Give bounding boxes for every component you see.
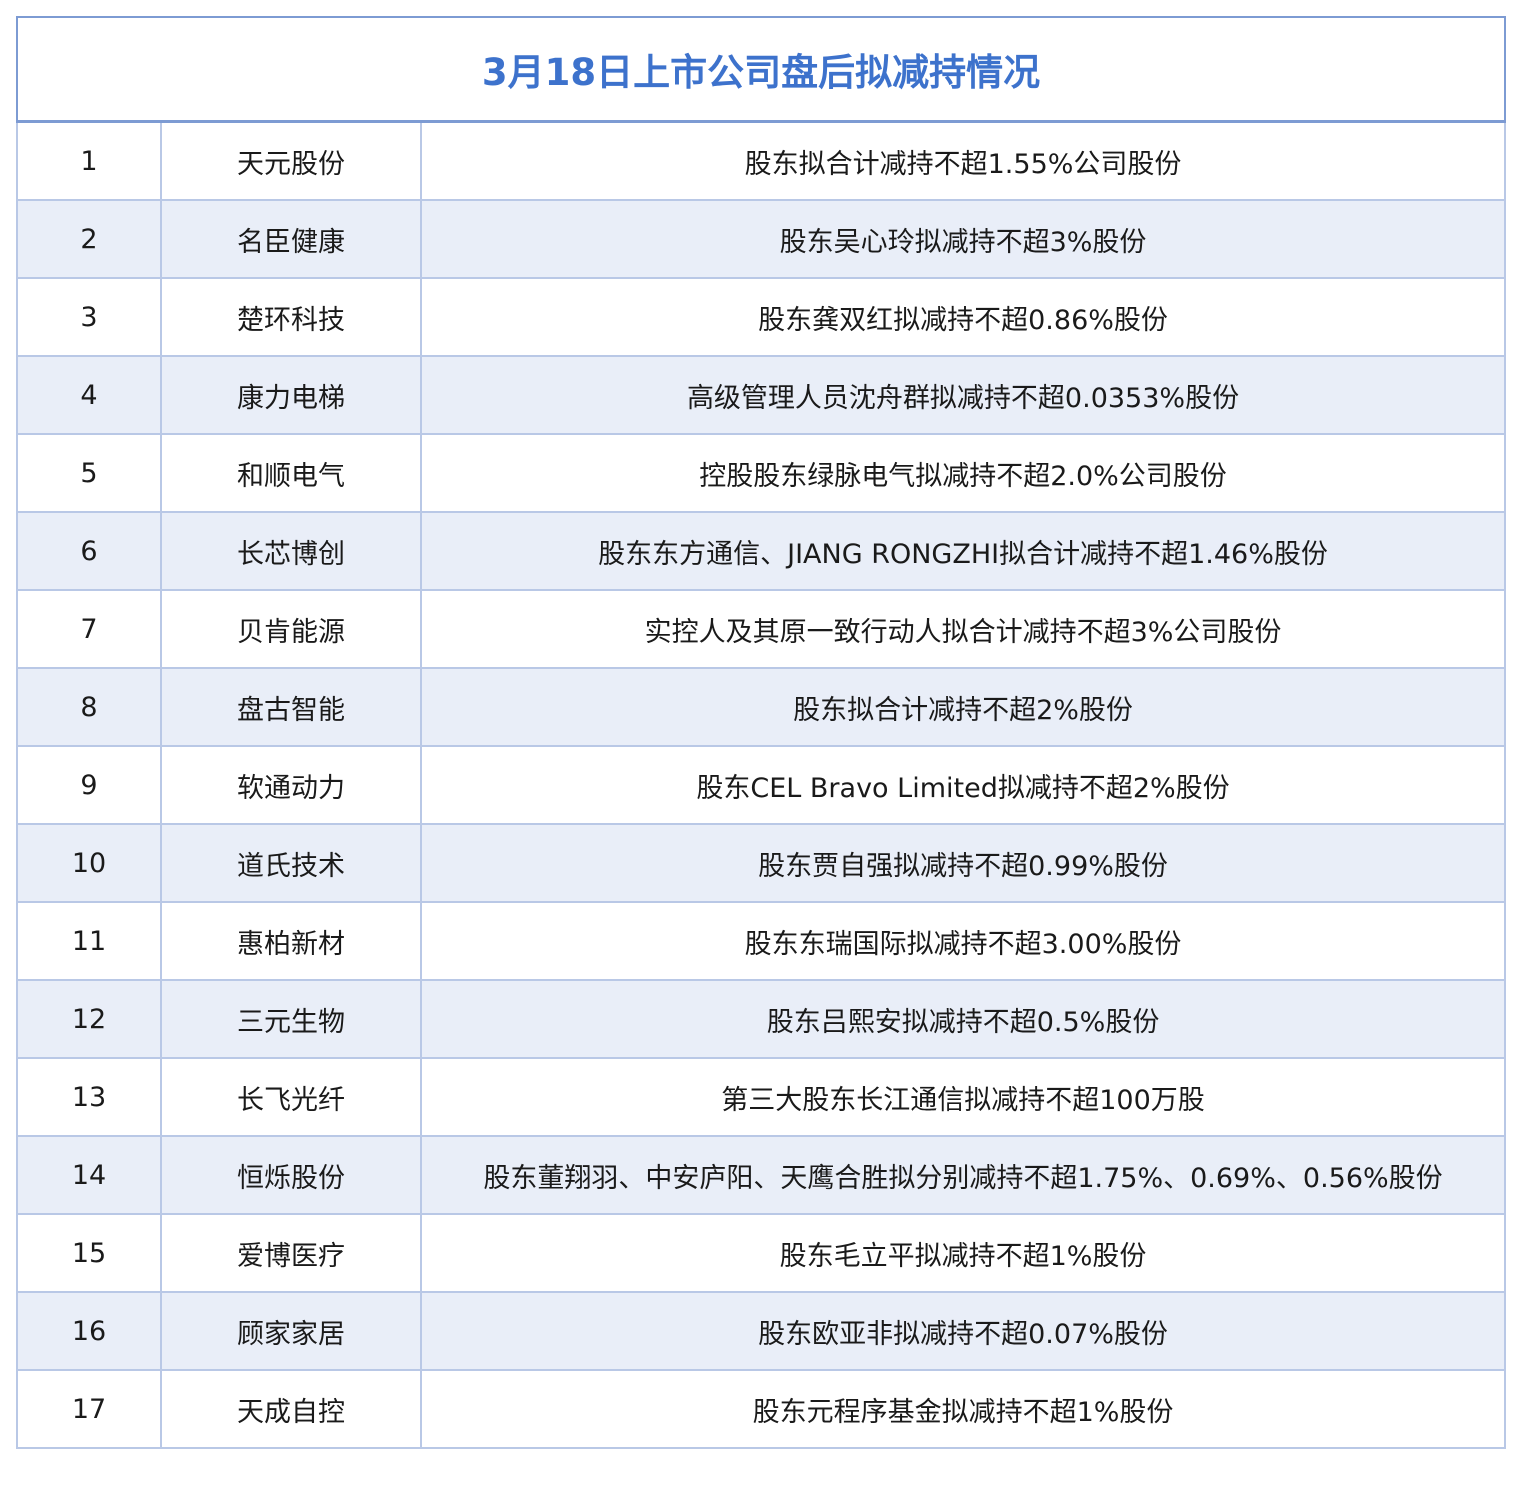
table-row: 17 天成自控 股东元程序基金拟减持不超1%股份 xyxy=(16,1369,1507,1449)
table-title: 3月18日上市公司盘后拟减持情况 xyxy=(15,16,1507,123)
company-name: 天成自控 xyxy=(160,1369,422,1449)
row-index: 16 xyxy=(16,1291,162,1371)
reduction-plan: 控股股东绿脉电气拟减持不超2.0%公司股份 xyxy=(419,433,1507,513)
row-index: 2 xyxy=(16,199,162,279)
company-name: 康力电梯 xyxy=(160,355,422,435)
table-row: 8 盘古智能 股东拟合计减持不超2%股份 xyxy=(16,667,1507,747)
table-row: 2 名臣健康 股东吴心玲拟减持不超3%股份 xyxy=(16,199,1507,279)
row-index: 13 xyxy=(16,1057,162,1137)
reduction-plan: 股东毛立平拟减持不超1%股份 xyxy=(419,1213,1507,1293)
reduction-plan: 股东东方通信、JIANG RONGZHI拟合计减持不超1.46%股份 xyxy=(419,511,1507,591)
company-name: 恒烁股份 xyxy=(160,1135,422,1215)
company-name: 楚环科技 xyxy=(160,277,422,357)
row-index: 12 xyxy=(16,979,162,1059)
row-index: 8 xyxy=(16,667,162,747)
reduction-plan: 股东拟合计减持不超2%股份 xyxy=(419,667,1507,747)
table-row: 10 道氏技术 股东贾自强拟减持不超0.99%股份 xyxy=(16,823,1507,903)
row-index: 11 xyxy=(16,901,162,981)
company-name: 天元股份 xyxy=(160,120,422,201)
reduction-plan: 股东吴心玲拟减持不超3%股份 xyxy=(419,199,1507,279)
company-name: 三元生物 xyxy=(160,979,422,1059)
table-row: 5 和顺电气 控股股东绿脉电气拟减持不超2.0%公司股份 xyxy=(16,433,1507,513)
row-index: 14 xyxy=(16,1135,162,1215)
reduction-plan: 实控人及其原一致行动人拟合计减持不超3%公司股份 xyxy=(419,589,1507,669)
row-index: 9 xyxy=(16,745,162,825)
row-index: 15 xyxy=(16,1213,162,1293)
company-name: 顾家家居 xyxy=(160,1291,422,1371)
row-index: 1 xyxy=(16,120,162,201)
reduction-plan: 股东元程序基金拟减持不超1%股份 xyxy=(419,1369,1507,1449)
company-name: 名臣健康 xyxy=(160,199,422,279)
company-name: 软通动力 xyxy=(160,745,422,825)
company-name: 道氏技术 xyxy=(160,823,422,903)
reduction-plan: 股东欧亚非拟减持不超0.07%股份 xyxy=(419,1291,1507,1371)
table-row: 1 天元股份 股东拟合计减持不超1.55%公司股份 xyxy=(16,120,1507,201)
table-row: 15 爱博医疗 股东毛立平拟减持不超1%股份 xyxy=(16,1213,1507,1293)
reduction-plan: 股东董翔羽、中安庐阳、天鹰合胜拟分别减持不超1.75%、0.69%、0.56%股… xyxy=(419,1135,1507,1215)
table-row: 9 软通动力 股东CEL Bravo Limited拟减持不超2%股份 xyxy=(16,745,1507,825)
table: 3月18日上市公司盘后拟减持情况 1 天元股份 股东拟合计减持不超1.55%公司股份… xyxy=(15,16,1507,1449)
company-name: 贝肯能源 xyxy=(160,589,422,669)
table-row: 3 楚环科技 股东龚双红拟减持不超0.86%股份 xyxy=(16,277,1507,357)
company-name: 长飞光纤 xyxy=(160,1057,422,1137)
reduction-plan: 股东吕熙安拟减持不超0.5%股份 xyxy=(419,979,1507,1059)
reduction-plan: 股东拟合计减持不超1.55%公司股份 xyxy=(419,120,1507,201)
table-row: 6 长芯博创 股东东方通信、JIANG RONGZHI拟合计减持不超1.46%股份 xyxy=(16,511,1507,591)
title-row: 3月18日上市公司盘后拟减持情况 xyxy=(15,16,1507,123)
table-row: 12 三元生物 股东吕熙安拟减持不超0.5%股份 xyxy=(16,979,1507,1059)
table-body: 3月18日上市公司盘后拟减持情况 1 天元股份 股东拟合计减持不超1.55%公司股份… xyxy=(15,16,1507,1449)
table-row: 13 长飞光纤 第三大股东长江通信拟减持不超100万股 xyxy=(16,1057,1507,1137)
table-row: 4 康力电梯 高级管理人员沈舟群拟减持不超0.0353%股份 xyxy=(16,355,1507,435)
row-index: 7 xyxy=(16,589,162,669)
table-container: 3月18日上市公司盘后拟减持情况 1 天元股份 股东拟合计减持不超1.55%公司股份… xyxy=(15,16,1507,1449)
company-name: 盘古智能 xyxy=(160,667,422,747)
company-name: 惠柏新材 xyxy=(160,901,422,981)
reduction-plan: 股东CEL Bravo Limited拟减持不超2%股份 xyxy=(419,745,1507,825)
company-name: 长芯博创 xyxy=(160,511,422,591)
reduction-plan: 股东龚双红拟减持不超0.86%股份 xyxy=(419,277,1507,357)
reduction-plan: 股东东瑞国际拟减持不超3.00%股份 xyxy=(419,901,1507,981)
table-row: 16 顾家家居 股东欧亚非拟减持不超0.07%股份 xyxy=(16,1291,1507,1371)
table-row: 14 恒烁股份 股东董翔羽、中安庐阳、天鹰合胜拟分别减持不超1.75%、0.69%、… xyxy=(16,1135,1507,1215)
row-index: 4 xyxy=(16,355,162,435)
company-name: 爱博医疗 xyxy=(160,1213,422,1293)
table-row: 11 惠柏新材 股东东瑞国际拟减持不超3.00%股份 xyxy=(16,901,1507,981)
table-row: 7 贝肯能源 实控人及其原一致行动人拟合计减持不超3%公司股份 xyxy=(16,589,1507,669)
reduction-plan: 第三大股东长江通信拟减持不超100万股 xyxy=(419,1057,1507,1137)
reduction-plan: 高级管理人员沈舟群拟减持不超0.0353%股份 xyxy=(419,355,1507,435)
row-index: 5 xyxy=(16,433,162,513)
row-index: 17 xyxy=(16,1369,162,1449)
row-index: 6 xyxy=(16,511,162,591)
row-index: 3 xyxy=(16,277,162,357)
row-index: 10 xyxy=(16,823,162,903)
company-name: 和顺电气 xyxy=(160,433,422,513)
reduction-plan: 股东贾自强拟减持不超0.99%股份 xyxy=(419,823,1507,903)
